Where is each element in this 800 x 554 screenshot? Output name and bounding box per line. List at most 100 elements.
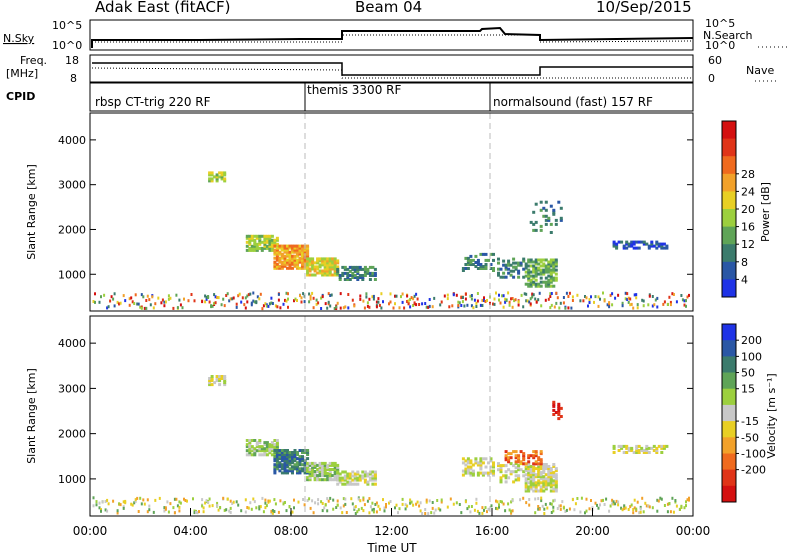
echo-cell bbox=[333, 478, 337, 482]
echo-cell bbox=[430, 511, 433, 515]
echo-cell bbox=[529, 260, 533, 264]
echo-cell bbox=[509, 263, 513, 267]
echo-cell bbox=[215, 179, 219, 183]
echo-cell bbox=[270, 301, 273, 305]
echo-cell bbox=[346, 474, 350, 478]
echo-cell bbox=[278, 244, 282, 248]
echo-cell bbox=[278, 250, 282, 254]
echo-cell bbox=[489, 471, 493, 475]
echo-cell bbox=[336, 465, 340, 469]
echo-cell bbox=[313, 470, 317, 473]
echo-cell bbox=[321, 502, 324, 505]
echo-cell bbox=[351, 274, 355, 277]
echo-cell bbox=[630, 446, 634, 450]
echo-cell bbox=[443, 294, 446, 298]
echo-cell bbox=[326, 267, 330, 271]
echo-cell bbox=[413, 301, 416, 305]
echo-cell bbox=[341, 478, 345, 482]
echo-cell bbox=[497, 468, 500, 472]
echo-cell bbox=[273, 445, 277, 449]
echo-cell bbox=[544, 218, 548, 222]
echo-cell bbox=[275, 258, 279, 262]
echo-cell bbox=[549, 295, 552, 298]
echo-cell bbox=[187, 299, 190, 303]
echo-cell bbox=[612, 244, 616, 248]
echo-cell bbox=[365, 292, 368, 296]
echo-cell bbox=[273, 471, 277, 475]
echo-cell bbox=[532, 465, 536, 468]
echo-cell bbox=[529, 477, 533, 481]
echo-cell bbox=[665, 244, 669, 248]
echo-cell bbox=[410, 296, 413, 300]
echo-cell bbox=[464, 471, 468, 475]
echo-cell bbox=[253, 451, 257, 455]
echo-cell bbox=[328, 474, 332, 478]
echo-cell bbox=[273, 238, 277, 242]
echo-cell bbox=[336, 499, 339, 503]
echo-cell bbox=[666, 510, 669, 514]
echo-cell bbox=[361, 274, 365, 277]
echo-cell bbox=[258, 441, 262, 445]
echo-cell bbox=[296, 463, 299, 467]
echo-cell bbox=[308, 263, 312, 267]
echo-cell bbox=[373, 472, 377, 476]
echo-cell bbox=[301, 469, 304, 473]
echo-cell bbox=[301, 260, 304, 264]
echo-cell bbox=[476, 267, 480, 270]
echo-cell bbox=[198, 510, 200, 514]
echo-cell bbox=[278, 252, 282, 256]
echo-cell bbox=[245, 244, 249, 248]
echo-cell bbox=[532, 270, 536, 274]
echo-cell bbox=[252, 497, 255, 501]
echo-cell bbox=[527, 454, 531, 458]
echo-cell bbox=[547, 282, 551, 286]
echo-cell bbox=[481, 471, 485, 475]
echo-cell bbox=[338, 480, 342, 484]
echo-cell bbox=[158, 496, 161, 500]
echo-cell bbox=[270, 443, 274, 447]
echo-cell bbox=[519, 468, 523, 472]
echo-cell bbox=[524, 473, 528, 477]
echo-cell bbox=[534, 473, 538, 477]
echo-cell bbox=[404, 507, 407, 511]
echo-cell bbox=[434, 508, 437, 512]
echo-cell bbox=[651, 295, 654, 298]
echo-cell bbox=[291, 254, 294, 258]
echo-cell bbox=[250, 303, 253, 307]
echo-cell bbox=[647, 244, 651, 248]
echo-cell bbox=[323, 506, 326, 510]
echo-cell bbox=[311, 273, 315, 277]
echo-cell bbox=[522, 456, 526, 460]
echo-cell bbox=[268, 443, 272, 447]
echo-cell bbox=[293, 258, 297, 262]
echo-cell bbox=[559, 216, 563, 220]
echo-cell bbox=[549, 276, 553, 280]
echo-cell bbox=[502, 263, 506, 267]
echo-cell bbox=[336, 482, 340, 486]
echo-cell bbox=[248, 443, 252, 447]
echo-cell bbox=[542, 258, 546, 262]
echo-cell bbox=[363, 470, 367, 474]
echo-cell bbox=[164, 300, 167, 304]
echo-cell bbox=[283, 463, 287, 467]
echo-cell bbox=[509, 462, 513, 466]
echo-cell bbox=[247, 293, 250, 297]
echo-cell bbox=[317, 498, 320, 502]
echo-cell bbox=[567, 306, 570, 310]
echo-cell bbox=[481, 267, 485, 270]
echo-cell bbox=[544, 479, 548, 483]
echo-cell bbox=[507, 468, 511, 472]
echo-cell bbox=[179, 303, 182, 307]
echo-cell bbox=[291, 250, 294, 254]
echo-cell bbox=[320, 307, 323, 310]
echo-cell bbox=[660, 444, 664, 448]
echo-cell bbox=[216, 296, 219, 299]
echo-cell bbox=[286, 457, 289, 461]
echo-cell bbox=[92, 496, 95, 500]
echo-cell bbox=[312, 511, 315, 515]
echo-cell bbox=[348, 472, 352, 476]
echo-cell bbox=[557, 404, 561, 408]
echo-cell bbox=[268, 238, 272, 242]
echo-cell bbox=[248, 248, 252, 252]
echo-cell bbox=[529, 278, 533, 282]
